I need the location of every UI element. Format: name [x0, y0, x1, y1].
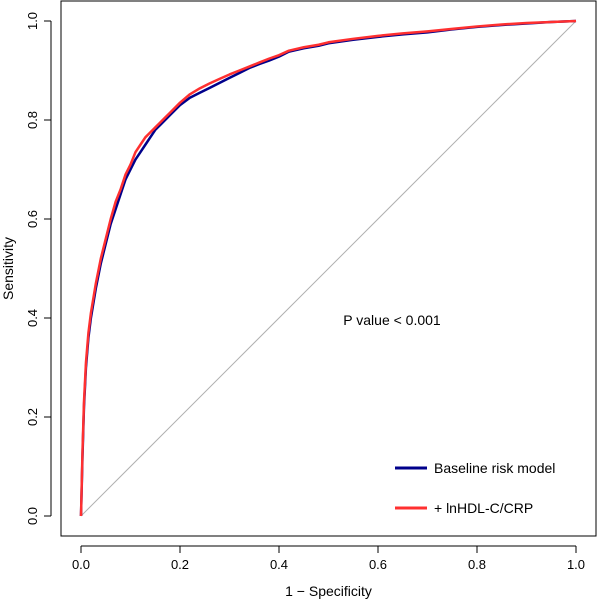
y-axis-title: Sensitivity — [0, 237, 16, 300]
p-value-annotation: P value < 0.001 — [343, 312, 441, 328]
x-ticks: 0.0 0.2 0.4 0.6 0.8 1.0 — [72, 546, 585, 572]
plot-frame — [60, 0, 597, 537]
y-tick-label: 0.8 — [25, 111, 40, 129]
x-tick-label: 0.0 — [72, 557, 90, 572]
legend: Baseline risk model + lnHDL-C/CRP — [395, 460, 555, 516]
legend-label-lnhdl: + lnHDL-C/CRP — [434, 500, 533, 516]
x-tick-label: 1.0 — [567, 557, 585, 572]
legend-label-baseline: Baseline risk model — [434, 460, 555, 476]
series-line-lnhdl — [79, 19, 577, 517]
x-axis-title: 1 − Specificity — [285, 583, 372, 599]
reference-diagonal-line — [80, 20, 577, 517]
y-tick-label: 0.2 — [25, 408, 40, 426]
y-tick-label: 0.4 — [25, 309, 40, 327]
series-layer — [79, 19, 577, 517]
y-ticks: 0.0 0.2 0.4 0.6 0.8 1.0 — [25, 12, 51, 525]
y-tick-label: 0.6 — [25, 210, 40, 228]
x-tick-label: 0.2 — [171, 557, 189, 572]
x-tick-label: 0.4 — [270, 557, 288, 572]
x-tick-label: 0.6 — [369, 557, 387, 572]
y-tick-label: 0.0 — [25, 507, 40, 525]
x-tick-label: 0.8 — [468, 557, 486, 572]
y-tick-label: 1.0 — [25, 12, 40, 30]
